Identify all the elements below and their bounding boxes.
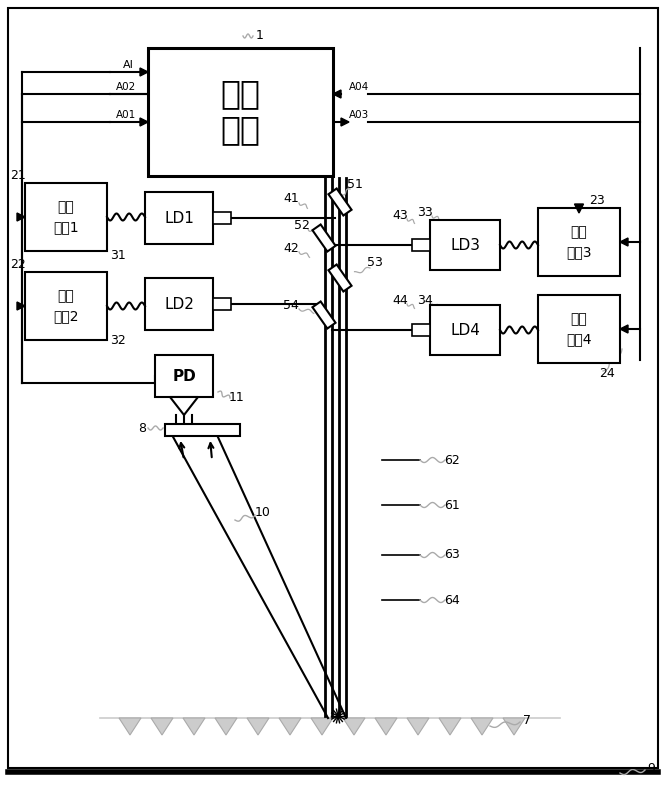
Text: 1: 1	[256, 28, 264, 42]
Text: 单元4: 单元4	[566, 332, 592, 346]
Bar	[148, 48, 333, 176]
Text: 62: 62	[444, 454, 460, 466]
Text: 驱动: 驱动	[58, 289, 75, 303]
Bar	[430, 220, 500, 270]
Polygon shape	[407, 718, 429, 735]
Bar	[538, 208, 620, 276]
Text: 单元: 单元	[220, 113, 260, 147]
Polygon shape	[183, 718, 205, 735]
Text: 41: 41	[283, 191, 299, 205]
Text: 11: 11	[229, 391, 245, 403]
Bar	[165, 424, 240, 436]
Bar	[538, 295, 620, 363]
Polygon shape	[471, 718, 493, 735]
Polygon shape	[341, 118, 349, 126]
Polygon shape	[343, 718, 365, 735]
Text: 驱动: 驱动	[58, 200, 75, 214]
Text: 单元1: 单元1	[53, 220, 79, 234]
Text: 单元3: 单元3	[566, 245, 592, 259]
Text: 8: 8	[138, 422, 146, 434]
Text: 54: 54	[283, 299, 299, 311]
Bar	[25, 183, 107, 251]
Polygon shape	[170, 397, 198, 415]
Polygon shape	[312, 225, 336, 251]
Bar	[25, 272, 107, 340]
Text: 33: 33	[417, 206, 433, 218]
Text: 31: 31	[110, 248, 126, 262]
Polygon shape	[328, 188, 352, 215]
Text: 53: 53	[367, 257, 383, 269]
Text: 主控: 主控	[220, 77, 260, 110]
Text: 7: 7	[523, 715, 531, 727]
Polygon shape	[17, 213, 25, 221]
Polygon shape	[333, 90, 341, 98]
Text: 43: 43	[392, 209, 408, 221]
Bar	[155, 355, 213, 397]
Text: A04: A04	[349, 82, 369, 92]
Polygon shape	[328, 265, 352, 292]
Text: 32: 32	[110, 333, 126, 347]
Polygon shape	[247, 718, 269, 735]
Polygon shape	[620, 238, 628, 246]
Text: PD: PD	[172, 369, 196, 384]
Polygon shape	[151, 718, 173, 735]
Bar	[213, 298, 231, 310]
Text: 61: 61	[444, 499, 460, 511]
Text: 22: 22	[10, 258, 26, 270]
Polygon shape	[311, 718, 333, 735]
Bar	[412, 324, 430, 336]
Text: 驱动: 驱动	[571, 312, 587, 326]
Bar	[412, 239, 430, 251]
Text: 24: 24	[599, 366, 615, 380]
Polygon shape	[17, 302, 25, 310]
Text: A03: A03	[349, 110, 369, 120]
Polygon shape	[375, 718, 397, 735]
Text: LD4: LD4	[450, 322, 480, 337]
Polygon shape	[312, 302, 336, 329]
Polygon shape	[140, 118, 148, 126]
Text: A02: A02	[116, 82, 136, 92]
Text: 34: 34	[417, 293, 433, 307]
Text: 驱动: 驱动	[571, 225, 587, 239]
Text: 64: 64	[444, 593, 460, 607]
Bar	[430, 305, 500, 355]
Text: LD1: LD1	[164, 210, 194, 225]
Bar	[145, 278, 213, 330]
Text: 10: 10	[255, 507, 271, 519]
Polygon shape	[119, 718, 141, 735]
Text: 23: 23	[589, 194, 605, 206]
Text: AI: AI	[123, 60, 133, 70]
Polygon shape	[279, 718, 301, 735]
Text: LD2: LD2	[164, 296, 194, 311]
Text: 44: 44	[392, 293, 408, 307]
Polygon shape	[215, 718, 237, 735]
Bar	[213, 212, 231, 224]
Text: 42: 42	[283, 241, 299, 255]
Text: 63: 63	[444, 548, 460, 562]
Polygon shape	[575, 204, 583, 213]
Text: 51: 51	[347, 177, 363, 191]
Text: 单元2: 单元2	[53, 309, 79, 323]
Text: LD3: LD3	[450, 237, 480, 252]
Polygon shape	[140, 68, 148, 76]
Text: 52: 52	[294, 218, 310, 232]
Text: A01: A01	[116, 110, 136, 120]
Text: 21: 21	[10, 169, 26, 181]
Polygon shape	[503, 718, 525, 735]
Polygon shape	[439, 718, 461, 735]
Text: 9: 9	[647, 763, 655, 775]
Bar	[145, 192, 213, 244]
Polygon shape	[620, 325, 628, 333]
